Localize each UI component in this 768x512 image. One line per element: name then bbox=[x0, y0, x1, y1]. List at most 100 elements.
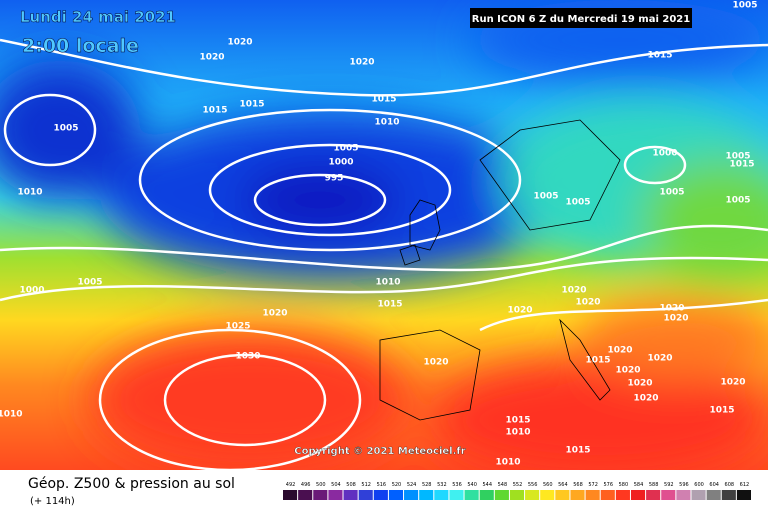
colorbar-label: 520 bbox=[392, 482, 402, 488]
isobar-label: 1000 bbox=[652, 149, 677, 159]
isobar-label: 1015 bbox=[565, 446, 590, 456]
isobar-label: 1020 bbox=[199, 53, 224, 63]
isobar-label: 1020 bbox=[262, 309, 287, 319]
colorbar-swatch bbox=[646, 490, 661, 500]
isobar-label: 1005 bbox=[732, 1, 757, 11]
colorbar-swatch bbox=[706, 490, 721, 500]
colorbar-swatch bbox=[676, 490, 691, 500]
colorbar-label: 552 bbox=[513, 482, 523, 488]
copyright: Copyright © 2021 Meteociel.fr bbox=[294, 446, 465, 457]
isobar-label: 1020 bbox=[627, 379, 652, 389]
isobar-label: 1005 bbox=[725, 152, 750, 162]
colorbar-label: 516 bbox=[377, 482, 387, 488]
colorbar-swatch bbox=[358, 490, 373, 500]
colorbar-swatch bbox=[661, 490, 676, 500]
isobar-label: 1015 bbox=[377, 300, 402, 310]
isobar-label: 1015 bbox=[729, 160, 754, 170]
isobar-label: 1020 bbox=[607, 346, 632, 356]
colorbar-swatch bbox=[419, 490, 434, 500]
colorbar-swatch bbox=[283, 490, 298, 500]
colorbar-swatch bbox=[404, 490, 419, 500]
colorbar-label: 584 bbox=[634, 482, 644, 488]
isobar-label: 1020 bbox=[720, 378, 745, 388]
colorbar-label: 524 bbox=[407, 482, 417, 488]
isobar-label: 1005 bbox=[333, 144, 358, 154]
isobar-label: 1010 bbox=[374, 118, 399, 128]
colorbar-swatch bbox=[630, 490, 646, 500]
isobar-label: 1020 bbox=[561, 286, 586, 296]
colorbar-swatch bbox=[691, 490, 706, 500]
isobar-label: 1015 bbox=[709, 406, 734, 416]
colorbar-label: 572 bbox=[588, 482, 598, 488]
isobar-label: 1020 bbox=[575, 298, 600, 308]
colorbar-swatch bbox=[313, 490, 328, 500]
colorbar-label: 612 bbox=[740, 482, 750, 488]
colorbar-swatch bbox=[373, 490, 388, 500]
colorbar-label: 528 bbox=[422, 482, 432, 488]
isobar-label: 1000 bbox=[328, 158, 353, 168]
isobar-label: 1020 bbox=[507, 306, 532, 316]
colorbar-swatch bbox=[540, 490, 555, 500]
colorbar-label: 604 bbox=[709, 482, 719, 488]
isobar-label: 1020 bbox=[227, 38, 252, 48]
isobar-label: 1015 bbox=[371, 95, 396, 105]
colorbar-swatch bbox=[509, 490, 525, 500]
footer-title: Géop. Z500 & pression au sol bbox=[28, 476, 235, 492]
isobar-label: 1010 bbox=[17, 188, 42, 198]
isobar-label: 1010 bbox=[505, 428, 530, 438]
isobar-label: 1005 bbox=[565, 198, 590, 208]
isobar-label: 1010 bbox=[495, 458, 520, 468]
colorbar-swatch bbox=[525, 490, 540, 500]
isobar-label: 1015 bbox=[505, 416, 530, 426]
footer-lead: (+ 114h) bbox=[30, 496, 75, 507]
run-label: Run ICON 6 Z du Mercredi 19 mai 2021 bbox=[472, 14, 690, 25]
isobars bbox=[0, 38, 768, 472]
isobar-label: 1015 bbox=[202, 106, 227, 116]
isobar-label: 1010 bbox=[375, 278, 400, 288]
isobar-label: 1020 bbox=[349, 58, 374, 68]
colorbar-swatch bbox=[494, 490, 509, 500]
isobar-label: 995 bbox=[325, 174, 344, 184]
colorbar-label: 508 bbox=[346, 482, 356, 488]
colorbar-label: 492 bbox=[286, 482, 296, 488]
colorbar-label: 512 bbox=[361, 482, 371, 488]
colorbar-label: 564 bbox=[558, 482, 568, 488]
isobar-label: 1020 bbox=[423, 358, 448, 368]
colorbar-label: 600 bbox=[694, 482, 704, 488]
field-blobs bbox=[0, 0, 768, 480]
colorbar-swatch bbox=[343, 490, 358, 500]
colorbar-swatch bbox=[388, 490, 404, 500]
colorbar-label: 540 bbox=[467, 482, 477, 488]
colorbar-swatch bbox=[585, 490, 600, 500]
colorbar-swatch bbox=[555, 490, 570, 500]
isobar-label: 1005 bbox=[53, 124, 78, 134]
colorbar-swatch bbox=[721, 490, 736, 500]
isobar-label: 1020 bbox=[647, 354, 672, 364]
map-date: Lundi 24 mai 2021 bbox=[20, 8, 176, 26]
isobar-label: 1005 bbox=[659, 188, 684, 198]
colorbar-swatch bbox=[570, 490, 585, 500]
colorbar-swatch bbox=[464, 490, 479, 500]
colorbar-swatch bbox=[449, 490, 464, 500]
colorbar-label: 588 bbox=[649, 482, 659, 488]
colorbar-label: 544 bbox=[482, 482, 492, 488]
colorbar-swatch bbox=[615, 490, 630, 500]
colorbar-swatch bbox=[736, 490, 751, 500]
colorbar-swatch bbox=[328, 490, 343, 500]
coastlines bbox=[379, 119, 621, 421]
colorbar-label: 496 bbox=[301, 482, 311, 488]
isobar-label: 1005 bbox=[725, 196, 750, 206]
colorbar-label: 568 bbox=[573, 482, 583, 488]
isobar-label: 1015 bbox=[647, 51, 672, 61]
isobar-label: 1010 bbox=[0, 410, 23, 420]
isobar-label: 1020 bbox=[663, 314, 688, 324]
colorbar-swatch bbox=[298, 490, 313, 500]
isobar-label: 1020 bbox=[633, 394, 658, 404]
isobar-label: 1005 bbox=[77, 278, 102, 288]
colorbar-label: 596 bbox=[679, 482, 689, 488]
colorbar-swatch bbox=[479, 490, 494, 500]
run-box bbox=[470, 8, 692, 28]
colorbar-label: 548 bbox=[498, 482, 508, 488]
